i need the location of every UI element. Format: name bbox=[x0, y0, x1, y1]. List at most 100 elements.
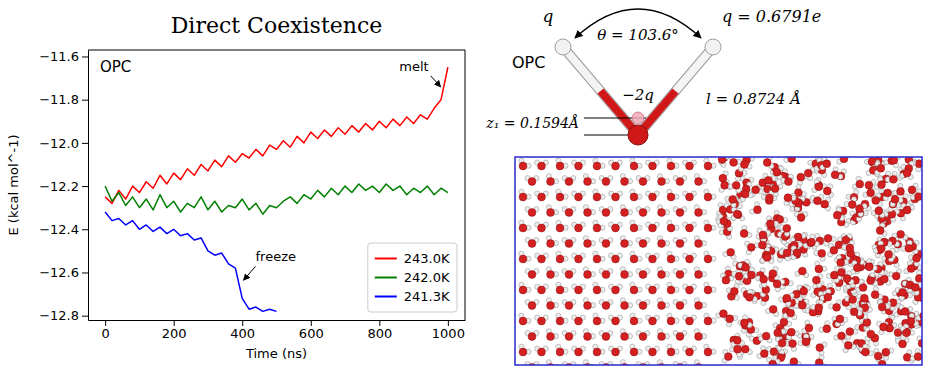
ice-molecule bbox=[599, 331, 613, 341]
snapshot-oxygen bbox=[676, 302, 684, 310]
ice-molecule bbox=[535, 284, 549, 294]
legend-label: 243.0K bbox=[404, 251, 450, 266]
annotation: melt bbox=[399, 59, 428, 74]
snapshot-oxygen bbox=[538, 317, 546, 325]
snapshot-oxygen bbox=[630, 286, 638, 294]
snapshot-oxygen bbox=[630, 317, 638, 325]
snapshot-oxygen bbox=[584, 333, 592, 341]
ice-molecule bbox=[667, 313, 679, 325]
snapshot-oxygen bbox=[726, 315, 734, 323]
snapshot-oxygen bbox=[667, 286, 675, 294]
series-line bbox=[105, 212, 276, 311]
snapshot-oxygen bbox=[547, 333, 555, 341]
snapshot-oxygen bbox=[899, 340, 907, 348]
liquid-molecule bbox=[775, 337, 786, 351]
liquid-molecule bbox=[794, 211, 808, 221]
ice-molecule bbox=[683, 315, 697, 325]
snapshot-oxygen bbox=[872, 197, 880, 205]
snapshot-oxygen bbox=[593, 255, 601, 263]
snapshot-oxygen bbox=[519, 317, 527, 325]
snapshot-oxygen bbox=[602, 302, 610, 310]
snapshot-oxygen bbox=[686, 286, 694, 294]
snapshot-oxygen bbox=[905, 244, 913, 252]
ice-molecule bbox=[535, 222, 549, 232]
snapshot-oxygen bbox=[575, 286, 583, 294]
ice-molecule bbox=[556, 282, 568, 294]
liquid-molecule bbox=[871, 287, 883, 300]
liquid-molecule bbox=[829, 300, 842, 312]
snapshot-oxygen bbox=[880, 275, 888, 283]
snapshot-oxygen bbox=[649, 286, 657, 294]
snapshot-oxygen bbox=[556, 255, 564, 263]
liquid-molecule bbox=[783, 309, 797, 320]
ice-molecule bbox=[620, 236, 632, 248]
snapshot-oxygen bbox=[907, 265, 915, 273]
liquid-molecule bbox=[900, 169, 914, 180]
ice-molecule bbox=[609, 160, 623, 170]
ice-molecule bbox=[657, 329, 669, 341]
snapshot-oxygen bbox=[519, 348, 527, 356]
snapshot-oxygen bbox=[658, 333, 666, 341]
ice-molecule bbox=[630, 220, 642, 232]
snapshot-oxygen bbox=[837, 259, 845, 267]
x-tick-mark bbox=[448, 320, 449, 326]
ice-molecule bbox=[620, 267, 632, 279]
diagram-label: θ = 103.6° bbox=[597, 26, 679, 44]
snapshot-oxygen bbox=[686, 162, 694, 170]
snapshot-oxygen bbox=[823, 160, 831, 168]
snapshot-oxygen bbox=[783, 294, 791, 302]
y-tick-mark bbox=[82, 56, 88, 57]
snapshot-oxygen bbox=[639, 240, 647, 248]
snapshot-oxygen bbox=[856, 180, 864, 188]
snapshot-oxygen bbox=[840, 157, 848, 163]
liquid-molecule bbox=[837, 157, 848, 164]
ice-molecule bbox=[667, 251, 679, 263]
ice-molecule bbox=[704, 313, 716, 325]
snapshot-oxygen bbox=[575, 348, 583, 356]
liquid-molecule bbox=[885, 171, 897, 183]
liquid-molecule bbox=[798, 334, 810, 346]
diagram-label: z₁ = 0.1594Å bbox=[485, 114, 579, 131]
snapshot-oxygen bbox=[704, 255, 712, 263]
annotation-arrow bbox=[431, 76, 441, 87]
snapshot-oxygen bbox=[733, 336, 741, 344]
ice-molecule bbox=[519, 344, 531, 356]
liquid-molecule bbox=[901, 240, 913, 252]
y-tick-mark bbox=[82, 186, 88, 187]
liquid-molecule bbox=[757, 346, 768, 359]
ice-molecule bbox=[657, 360, 669, 365]
liquid-molecule bbox=[784, 194, 796, 206]
snapshot-oxygen bbox=[780, 318, 788, 326]
diagram-label: q bbox=[543, 6, 554, 26]
snapshot-oxygen bbox=[695, 271, 703, 279]
annotation: freeze bbox=[256, 249, 296, 264]
legend-box bbox=[368, 243, 457, 312]
liquid-molecule bbox=[791, 246, 801, 260]
ice-molecule bbox=[636, 207, 650, 217]
ice-molecule bbox=[657, 298, 669, 310]
liquid-molecule bbox=[812, 179, 823, 193]
ice-molecule bbox=[519, 282, 531, 294]
liquid-molecule bbox=[915, 270, 922, 282]
snapshot-oxygen bbox=[695, 178, 703, 186]
ice-molecule bbox=[673, 176, 687, 186]
ice-molecule bbox=[704, 344, 716, 356]
snapshot-oxygen bbox=[880, 323, 888, 331]
ice-molecule bbox=[667, 158, 679, 170]
snapshot-oxygen bbox=[612, 286, 620, 294]
y-tick-label: −11.6 bbox=[39, 49, 79, 64]
snapshot-oxygen bbox=[602, 333, 610, 341]
snapshot-oxygen bbox=[630, 224, 638, 232]
ice-molecule bbox=[683, 222, 697, 232]
liquid-molecule bbox=[720, 273, 733, 284]
liquid-molecule bbox=[783, 293, 794, 306]
frame-right bbox=[465, 50, 466, 320]
snapshot-oxygen bbox=[915, 193, 922, 201]
snapshot-oxygen bbox=[704, 317, 712, 325]
ice-molecule bbox=[609, 253, 623, 263]
liquid-molecule bbox=[911, 282, 922, 295]
frame-top bbox=[88, 50, 465, 51]
snapshot-oxygen bbox=[785, 178, 793, 186]
liquid-molecule bbox=[779, 249, 791, 261]
liquid-molecule bbox=[760, 253, 774, 263]
